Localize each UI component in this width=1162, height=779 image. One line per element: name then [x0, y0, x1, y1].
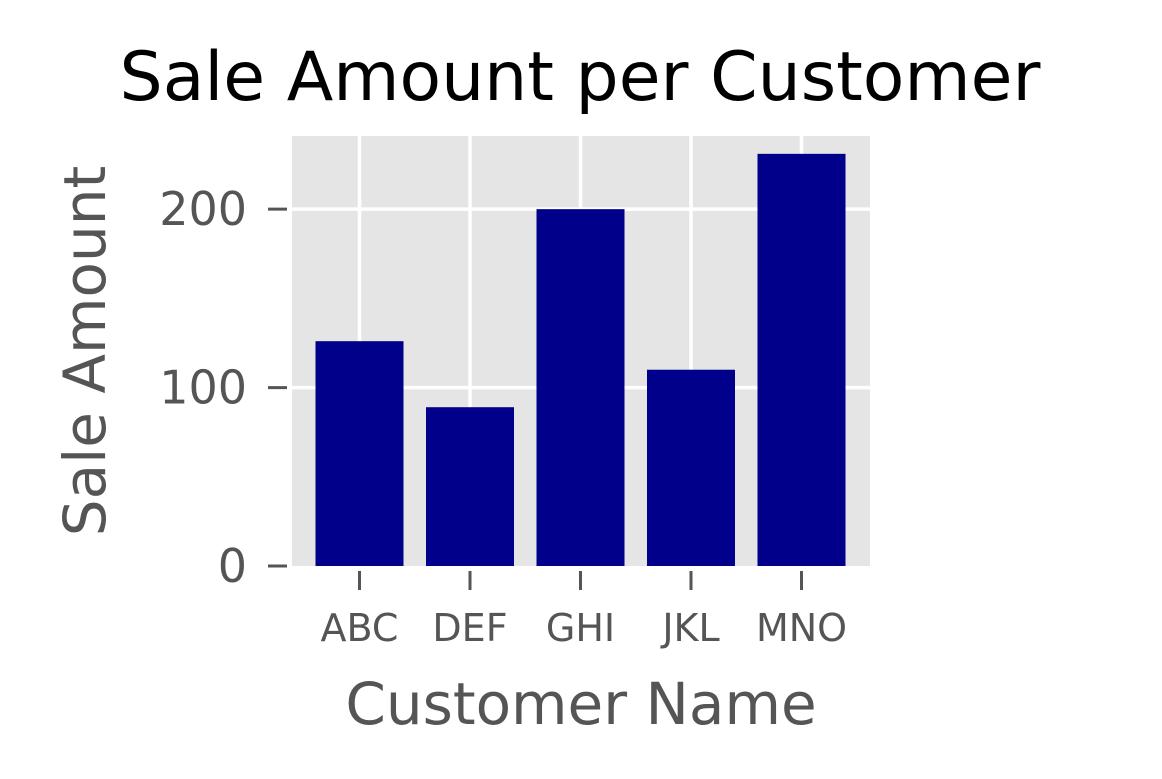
bar-jkl	[647, 369, 735, 566]
bar-mno	[757, 153, 846, 566]
xtick-label-abc: ABC	[321, 606, 399, 650]
ytick-label-0: 0	[218, 539, 247, 593]
chart-title: Sale Amount per Customer	[120, 38, 1041, 117]
bar-abc	[315, 341, 404, 566]
xtick-label-mno: MNO	[756, 606, 847, 650]
y-axis: 0 100 200	[159, 182, 287, 593]
x-axis: ABC DEF GHI JKL MNO	[321, 571, 847, 650]
xtick-label-ghi: GHI	[546, 606, 615, 650]
xtick-label-jkl: JKL	[660, 606, 719, 650]
x-axis-label: Customer Name	[345, 670, 816, 738]
y-axis-label: Sale Amount	[51, 166, 119, 537]
bars	[315, 153, 846, 566]
ytick-label-200: 200	[159, 182, 247, 236]
bar-ghi	[536, 209, 625, 566]
ytick-label-100: 100	[159, 361, 247, 415]
xtick-label-def: DEF	[432, 606, 507, 650]
bar-def	[426, 407, 514, 566]
